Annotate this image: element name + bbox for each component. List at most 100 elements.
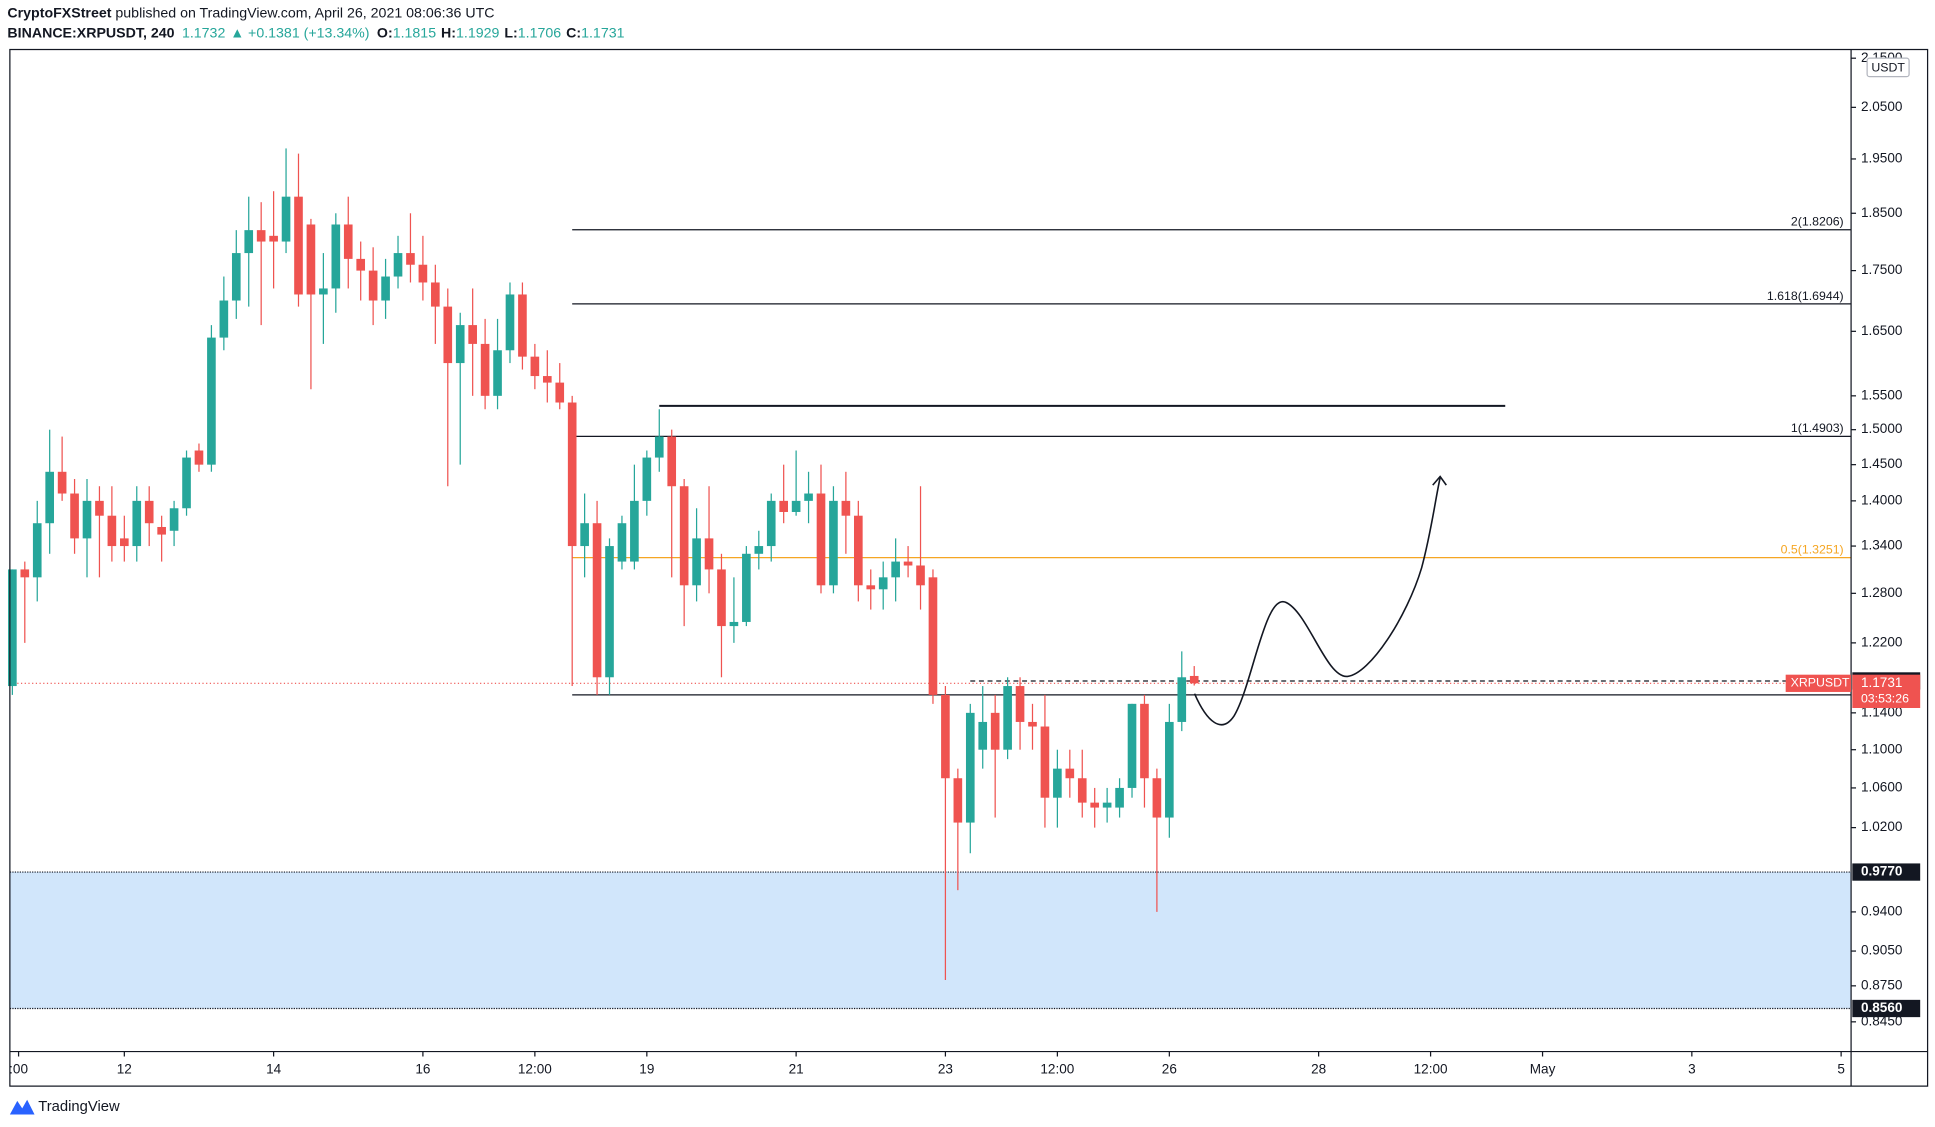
candle-body <box>368 270 378 301</box>
y-tick-label: 1.4500 <box>1861 456 1903 471</box>
candle-body <box>169 508 179 531</box>
candle-body <box>319 288 328 295</box>
level-tag <box>1852 999 1921 1018</box>
candle-body <box>294 196 303 295</box>
y-tick-label: 1.7500 <box>1861 262 1903 277</box>
x-tick-label: 12:00 <box>1040 1062 1074 1077</box>
projection-arrow <box>1432 475 1447 486</box>
y-tick-label: 1.9500 <box>1861 151 1903 166</box>
candle-body <box>443 306 453 364</box>
y-tick-label: 1.5500 <box>1861 387 1903 402</box>
y-tick-label: 0.9050 <box>1861 943 1903 958</box>
candle-body <box>854 515 863 586</box>
candle-body <box>95 500 104 516</box>
y-tick-label: 1.8500 <box>1861 205 1903 220</box>
candle-body <box>518 294 527 357</box>
candle-body <box>505 294 515 351</box>
candle-body <box>804 493 813 501</box>
candle-body <box>269 235 278 242</box>
candle-body <box>791 500 801 512</box>
candle-body <box>194 450 204 465</box>
candle-body <box>207 337 216 465</box>
y-tick-label: 0.9400 <box>1861 903 1903 918</box>
candle-body <box>57 471 67 494</box>
candle-body <box>1077 778 1087 803</box>
candle-body <box>642 457 652 501</box>
currency-box <box>1866 57 1910 78</box>
y-tick-label: 1.0600 <box>1861 780 1903 795</box>
ohlc-label: L: <box>504 25 517 41</box>
candle-body <box>978 721 988 750</box>
candle-body <box>742 553 751 622</box>
published: published on TradingView.com, April 26, … <box>111 5 494 21</box>
candle-body <box>630 500 639 562</box>
candle-body <box>580 523 589 547</box>
candle-body <box>468 325 477 344</box>
candle-body <box>431 282 440 307</box>
ohlc-value: 1.1706 <box>518 25 562 41</box>
candle-body <box>281 196 291 242</box>
candle-body <box>1053 768 1062 798</box>
candle-body <box>20 569 30 578</box>
y-tick-label: 1.6500 <box>1861 323 1903 338</box>
header-line: CryptoFXStreet published on TradingView.… <box>7 5 494 21</box>
candle-body <box>256 230 266 242</box>
ohlc-label: H: <box>441 25 456 41</box>
symbol-tag-label: XRPUSDT <box>1791 676 1850 690</box>
candle-body <box>617 523 627 562</box>
candle-body <box>816 493 826 586</box>
candle-body <box>331 224 341 289</box>
candle-body <box>356 258 366 271</box>
candle-body <box>45 471 55 524</box>
candle-body <box>480 343 490 396</box>
candle-body <box>1040 726 1050 798</box>
candle-body <box>107 515 117 547</box>
candle-body <box>605 546 614 678</box>
last-price: 1.1732 <box>182 25 226 41</box>
candle-body <box>418 264 428 283</box>
candle-body <box>1140 703 1149 779</box>
level-tag <box>1852 863 1921 881</box>
candle-body <box>667 436 677 487</box>
candle-body <box>406 253 415 265</box>
candle-body <box>343 224 353 259</box>
brand: TradingView <box>38 1099 120 1115</box>
x-tick-label: 12:00 <box>1414 1062 1448 1077</box>
candle-body <box>70 493 79 539</box>
candle-body <box>941 694 950 779</box>
candle-body <box>704 538 714 570</box>
candle-body <box>965 712 975 823</box>
fib-label: 1(1.4903) <box>1791 421 1844 435</box>
candle-body <box>829 500 838 586</box>
fib-label: 2(1.8206) <box>1791 215 1844 229</box>
y-tick-label: 1.4000 <box>1861 492 1903 507</box>
candle-body <box>120 538 129 547</box>
x-tick-label: 26 <box>1162 1062 1177 1077</box>
y-tick-label: 1.2800 <box>1861 585 1903 600</box>
y-tick-label: 0.8450 <box>1861 1013 1903 1028</box>
candle-body <box>1177 677 1187 722</box>
candle-body <box>144 500 154 524</box>
candle-body <box>878 577 888 590</box>
x-tick-label: 12 <box>117 1062 132 1077</box>
x-tick-label: 3 <box>1688 1062 1696 1077</box>
candle-body <box>692 538 701 586</box>
candle-body <box>953 778 963 823</box>
x-tick-label: 28 <box>1311 1062 1326 1077</box>
candle-body <box>393 253 403 277</box>
ohlc-value: 1.1731 <box>581 25 625 41</box>
candle-body <box>1189 675 1199 684</box>
candle-body <box>729 621 739 627</box>
candle-body <box>8 569 17 687</box>
author: CryptoFXStreet <box>7 5 111 21</box>
symbol-tag <box>1785 674 1852 692</box>
x-tick-label: :00 <box>9 1062 28 1077</box>
fib-label: 0.5(1.3251) <box>1781 542 1844 556</box>
candle-body <box>1015 686 1025 722</box>
y-tick-label: 0.8750 <box>1861 977 1903 992</box>
y-tick-label: 1.3400 <box>1861 538 1903 553</box>
countdown: 03:53:26 <box>1861 692 1909 706</box>
candle-body <box>766 500 776 547</box>
y-tick-label: 1.1400 <box>1861 704 1903 719</box>
